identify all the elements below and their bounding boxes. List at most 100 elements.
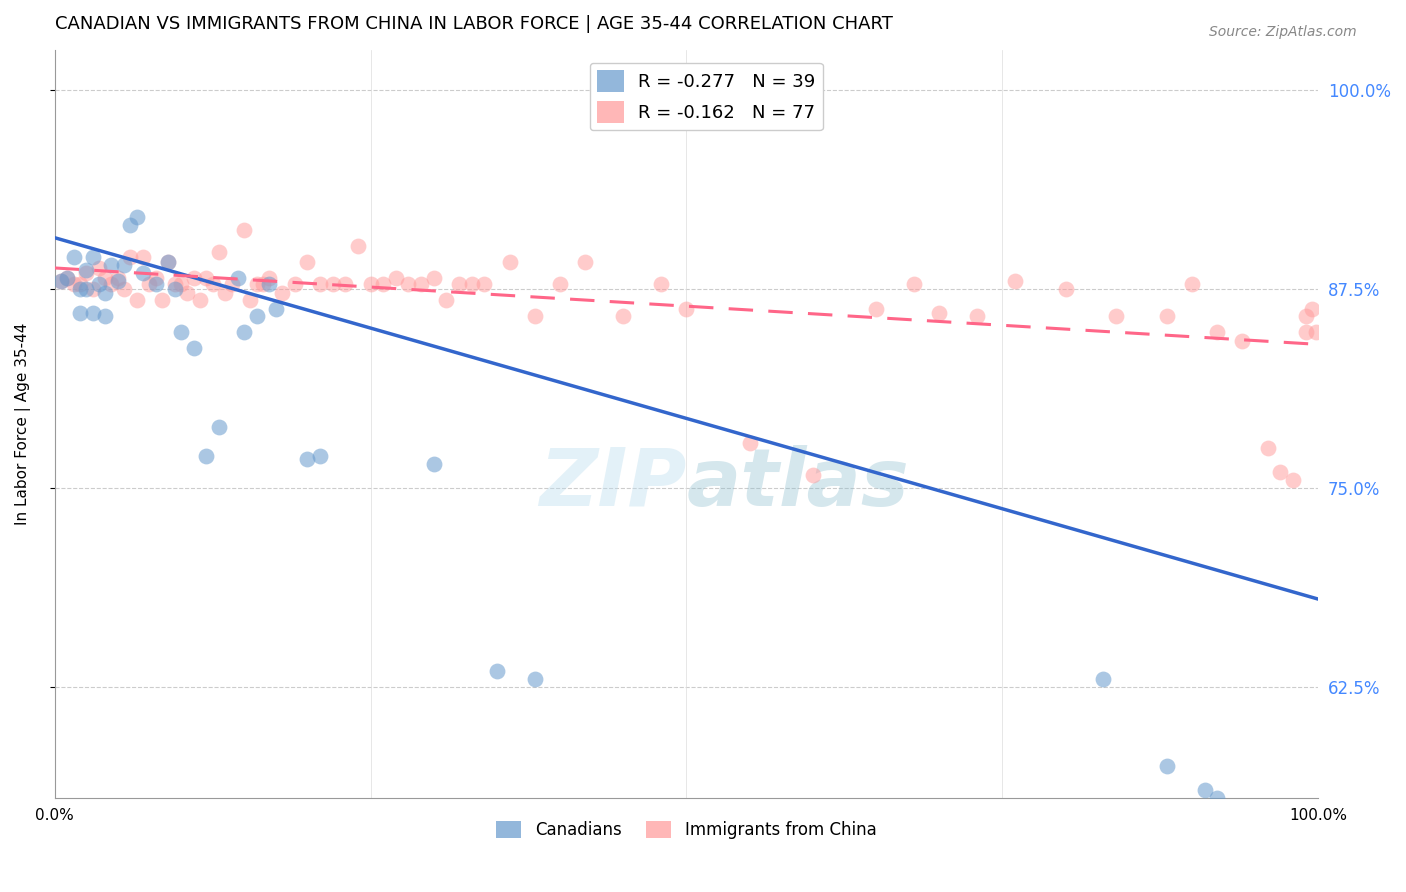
Point: [170, 325, 193, 339]
Point: [1270, 465, 1292, 479]
Point: [183, 270, 205, 285]
Point: [738, 436, 761, 450]
Point: [94, 270, 117, 285]
Point: [928, 305, 950, 319]
Text: CANADIAN VS IMMIGRANTS FROM CHINA IN LABOR FORCE | AGE 35-44 CORRELATION CHART: CANADIAN VS IMMIGRANTS FROM CHINA IN LAB…: [55, 15, 893, 33]
Text: atlas: atlas: [686, 445, 910, 523]
Text: ZIP: ZIP: [538, 445, 686, 523]
Point: [246, 277, 269, 291]
Point: [150, 293, 173, 307]
Point: [62, 277, 84, 291]
Point: [75, 266, 97, 280]
Point: [246, 309, 269, 323]
Point: [966, 309, 988, 323]
Point: [1181, 277, 1204, 291]
Point: [1105, 309, 1128, 323]
Point: [252, 277, 274, 291]
Point: [1156, 309, 1178, 323]
Point: [233, 325, 256, 339]
Point: [226, 270, 249, 285]
Point: [259, 277, 281, 291]
Point: [157, 254, 180, 268]
Point: [1301, 302, 1323, 317]
Point: [120, 250, 142, 264]
Point: [322, 277, 344, 291]
Point: [309, 277, 332, 291]
Point: [208, 245, 231, 260]
Point: [1282, 473, 1305, 487]
Point: [1305, 325, 1327, 339]
Point: [75, 282, 97, 296]
Point: [82, 282, 104, 296]
Point: [284, 277, 307, 291]
Point: [125, 293, 148, 307]
Point: [125, 210, 148, 224]
Point: [107, 270, 129, 285]
Point: [157, 254, 180, 268]
Point: [335, 277, 357, 291]
Point: [75, 262, 97, 277]
Point: [49, 274, 72, 288]
Point: [1054, 282, 1077, 296]
Point: [221, 277, 243, 291]
Point: [485, 664, 508, 678]
Point: [264, 302, 287, 317]
Point: [112, 282, 135, 296]
Point: [309, 449, 332, 463]
Point: [297, 254, 319, 268]
Point: [460, 277, 482, 291]
Point: [801, 467, 824, 482]
Point: [385, 270, 408, 285]
Point: [612, 309, 634, 323]
Point: [447, 277, 470, 291]
Point: [195, 270, 218, 285]
Point: [1206, 791, 1229, 805]
Point: [208, 420, 231, 434]
Text: Source: ZipAtlas.com: Source: ZipAtlas.com: [1209, 25, 1357, 39]
Point: [347, 238, 370, 252]
Point: [69, 305, 91, 319]
Point: [1194, 783, 1216, 797]
Point: [548, 277, 571, 291]
Point: [201, 277, 224, 291]
Point: [675, 302, 697, 317]
Point: [100, 277, 122, 291]
Point: [188, 293, 211, 307]
Point: [409, 277, 432, 291]
Point: [422, 457, 444, 471]
Y-axis label: In Labor Force | Age 35-44: In Labor Force | Age 35-44: [15, 323, 31, 525]
Point: [434, 293, 457, 307]
Point: [1232, 334, 1254, 349]
Point: [132, 266, 155, 280]
Point: [69, 277, 91, 291]
Point: [120, 218, 142, 232]
Point: [360, 277, 382, 291]
Point: [271, 286, 294, 301]
Point: [94, 309, 117, 323]
Legend: Canadians, Immigrants from China: Canadians, Immigrants from China: [489, 814, 883, 846]
Point: [145, 270, 167, 285]
Point: [138, 277, 160, 291]
Point: [49, 274, 72, 288]
Point: [1092, 672, 1115, 686]
Point: [1004, 274, 1026, 288]
Point: [1295, 325, 1317, 339]
Point: [903, 277, 925, 291]
Point: [865, 302, 887, 317]
Point: [170, 277, 193, 291]
Point: [214, 286, 236, 301]
Point: [163, 277, 186, 291]
Point: [523, 672, 546, 686]
Point: [523, 309, 546, 323]
Point: [94, 286, 117, 301]
Point: [373, 277, 395, 291]
Point: [498, 254, 520, 268]
Point: [195, 449, 218, 463]
Point: [259, 270, 281, 285]
Point: [239, 293, 262, 307]
Point: [82, 305, 104, 319]
Point: [112, 258, 135, 272]
Point: [87, 277, 110, 291]
Point: [422, 270, 444, 285]
Point: [107, 274, 129, 288]
